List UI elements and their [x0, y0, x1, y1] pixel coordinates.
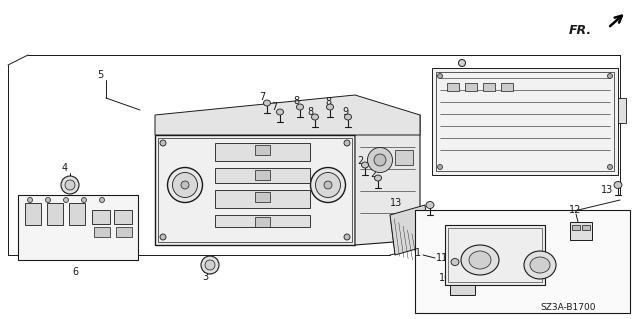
Text: 1: 1: [415, 248, 421, 258]
Bar: [69, 203, 85, 225]
Ellipse shape: [264, 100, 271, 106]
Bar: [448, 228, 542, 282]
Ellipse shape: [607, 165, 612, 169]
Bar: [215, 168, 310, 183]
Bar: [215, 190, 310, 208]
Ellipse shape: [28, 197, 33, 203]
Ellipse shape: [61, 176, 79, 194]
Ellipse shape: [205, 260, 215, 270]
Ellipse shape: [367, 147, 392, 173]
Bar: [255, 145, 270, 155]
Ellipse shape: [276, 109, 284, 115]
Ellipse shape: [530, 257, 550, 273]
Ellipse shape: [181, 181, 189, 189]
Text: 4: 4: [62, 163, 68, 173]
Ellipse shape: [201, 256, 219, 274]
Ellipse shape: [374, 175, 381, 181]
Text: 8: 8: [293, 96, 299, 106]
Ellipse shape: [173, 173, 198, 197]
Ellipse shape: [316, 173, 340, 197]
Bar: [47, 203, 63, 225]
Bar: [215, 143, 310, 161]
Ellipse shape: [438, 165, 442, 169]
Ellipse shape: [461, 245, 499, 275]
Polygon shape: [432, 68, 618, 175]
Bar: [450, 285, 475, 295]
Ellipse shape: [63, 197, 68, 203]
Bar: [483, 83, 495, 91]
Bar: [395, 150, 413, 165]
Text: 8: 8: [307, 107, 313, 117]
Bar: [114, 210, 132, 224]
Ellipse shape: [451, 258, 459, 265]
Ellipse shape: [524, 251, 556, 279]
Ellipse shape: [344, 140, 350, 146]
Text: 3: 3: [202, 272, 208, 282]
Ellipse shape: [362, 162, 369, 168]
Bar: [255, 192, 270, 202]
Bar: [465, 83, 477, 91]
Text: 9: 9: [342, 107, 348, 117]
Polygon shape: [155, 95, 420, 135]
Ellipse shape: [65, 180, 75, 190]
Bar: [447, 83, 459, 91]
Text: 8: 8: [325, 97, 331, 107]
Text: 10: 10: [439, 273, 451, 283]
Bar: [92, 210, 110, 224]
Text: 2: 2: [370, 169, 376, 179]
Polygon shape: [355, 115, 420, 245]
Ellipse shape: [310, 167, 346, 203]
Text: 6: 6: [72, 267, 78, 277]
Bar: [215, 215, 310, 227]
Bar: [25, 203, 41, 225]
Text: 12: 12: [569, 205, 581, 215]
Text: 13: 13: [390, 198, 402, 208]
Bar: [116, 227, 132, 237]
Ellipse shape: [614, 182, 622, 189]
Bar: [445, 225, 545, 285]
Bar: [94, 227, 110, 237]
Bar: [618, 98, 626, 123]
Ellipse shape: [312, 114, 319, 120]
Bar: [501, 83, 513, 91]
Ellipse shape: [426, 202, 434, 209]
Ellipse shape: [458, 60, 465, 66]
Ellipse shape: [344, 234, 350, 240]
Ellipse shape: [607, 73, 612, 78]
Ellipse shape: [324, 181, 332, 189]
Text: 11: 11: [436, 253, 448, 263]
Text: 7: 7: [271, 102, 277, 112]
Text: 5: 5: [97, 70, 103, 80]
Ellipse shape: [168, 167, 202, 203]
Polygon shape: [18, 195, 138, 260]
Text: 13: 13: [601, 185, 613, 195]
Bar: [255, 170, 270, 180]
Ellipse shape: [81, 197, 86, 203]
Text: FR.: FR.: [568, 24, 591, 36]
Ellipse shape: [326, 104, 333, 110]
Text: SZ3A-B1700: SZ3A-B1700: [540, 303, 596, 313]
Ellipse shape: [344, 114, 351, 120]
Polygon shape: [415, 210, 630, 313]
Text: 7: 7: [259, 92, 265, 102]
Ellipse shape: [438, 73, 442, 78]
Polygon shape: [155, 135, 355, 245]
Ellipse shape: [160, 140, 166, 146]
Bar: [570, 222, 592, 240]
Ellipse shape: [296, 104, 303, 110]
Ellipse shape: [469, 251, 491, 269]
Polygon shape: [390, 205, 430, 255]
Bar: [582, 225, 590, 230]
Text: 2: 2: [357, 156, 363, 166]
Ellipse shape: [99, 197, 104, 203]
Bar: [572, 225, 580, 230]
Ellipse shape: [160, 234, 166, 240]
Ellipse shape: [45, 197, 51, 203]
Ellipse shape: [374, 154, 386, 166]
Bar: [255, 217, 270, 227]
